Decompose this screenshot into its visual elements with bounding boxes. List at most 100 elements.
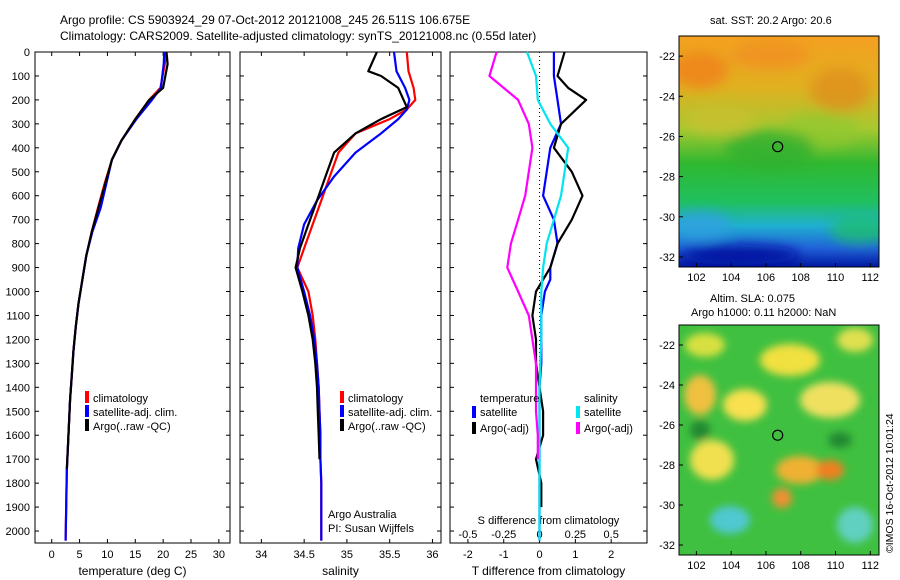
x-tick-label: 25 bbox=[185, 549, 197, 561]
legend-swatch bbox=[472, 422, 476, 434]
annotation-text: Argo Australia bbox=[328, 509, 397, 521]
header-line2: Climatology: CARS2009. Satellite-adjuste… bbox=[60, 29, 536, 43]
map-x-tick-label: 108 bbox=[792, 272, 810, 284]
x-tick-label: 34.5 bbox=[293, 549, 314, 561]
legend-label: climatology bbox=[93, 393, 149, 405]
plot-frame bbox=[449, 51, 648, 544]
series-line-2 bbox=[65, 51, 169, 469]
y-tick-label: 800 bbox=[12, 239, 30, 251]
legend-swatch bbox=[340, 419, 344, 431]
imos-stamp: ©IMOS 16-Oct-2012 10:01:24 bbox=[884, 413, 896, 553]
x-axis-label: temperature (deg C) bbox=[78, 564, 186, 578]
legend-swatch bbox=[85, 419, 89, 431]
map-y-tick-label: -26 bbox=[659, 420, 675, 432]
map-y-tick-label: -24 bbox=[659, 380, 675, 392]
sla-map-title: Altim. SLA: 0.075 bbox=[710, 293, 795, 305]
temperature-panel: 0100200300400500600700800900100011001200… bbox=[6, 47, 231, 578]
s-tick-label: 0.25 bbox=[565, 529, 586, 541]
series-line-3 bbox=[488, 51, 539, 460]
map-x-tick-label: 112 bbox=[862, 560, 880, 572]
x-tick-label: 0 bbox=[536, 549, 542, 561]
argo-location-marker bbox=[772, 429, 784, 441]
legend-swatch bbox=[472, 406, 476, 418]
legend-label: Argo(-adj) bbox=[584, 423, 633, 435]
x-tick-label: 30 bbox=[213, 549, 225, 561]
s-tick-label: -0.25 bbox=[491, 529, 516, 541]
map-x-tick-label: 102 bbox=[687, 272, 705, 284]
x-tick-label: -1 bbox=[499, 549, 509, 561]
x-tick-label: 20 bbox=[157, 549, 169, 561]
x-tick-label: 34 bbox=[255, 549, 267, 561]
legend-label: climatology bbox=[348, 393, 404, 405]
x-tick-label: 35 bbox=[341, 549, 353, 561]
x-tick-label: -2 bbox=[463, 549, 473, 561]
y-tick-label: 200 bbox=[12, 95, 30, 107]
map-x-tick-label: 112 bbox=[862, 272, 880, 284]
y-tick-label: 1900 bbox=[6, 502, 30, 514]
legend-label: Argo(-adj) bbox=[480, 423, 529, 435]
sla-texture bbox=[684, 328, 873, 543]
sla-map-subtitle: Argo h1000: 0.11 h2000: NaN bbox=[691, 307, 836, 319]
argo-location-marker bbox=[772, 141, 784, 153]
map-x-tick-label: 104 bbox=[722, 560, 740, 572]
s-tick-label: -0.5 bbox=[458, 529, 477, 541]
map-y-tick-label: -28 bbox=[659, 460, 675, 472]
sst-map: 102 104 106 108 110 112 -22 -24 -26 -28 -30 -32 bbox=[659, 35, 880, 284]
x-tick-label: 15 bbox=[129, 549, 141, 561]
series-line-1 bbox=[296, 51, 411, 541]
x-tick-label: 1 bbox=[572, 549, 578, 561]
map-y-tick-label: -30 bbox=[659, 500, 675, 512]
map-x-tick-label: 102 bbox=[687, 560, 705, 572]
sst-map-frame bbox=[678, 35, 880, 268]
sst-map-title: sat. SST: 20.2 Argo: 20.6 bbox=[710, 15, 832, 27]
x-tick-label: 2 bbox=[608, 549, 614, 561]
plot-frame bbox=[239, 51, 442, 544]
s-tick-label: 0.5 bbox=[604, 529, 619, 541]
y-tick-label: 1400 bbox=[6, 382, 30, 394]
y-tick-label: 1800 bbox=[6, 478, 30, 490]
map-x-tick-label: 108 bbox=[792, 560, 810, 572]
header-line1: Argo profile: CS 5903924_29 07-Oct-2012 … bbox=[60, 13, 470, 27]
series-line-2 bbox=[525, 51, 570, 541]
legend-title: temperature bbox=[480, 393, 539, 405]
legend-swatch bbox=[340, 391, 344, 403]
series-line-1 bbox=[531, 51, 588, 508]
legend-label: satellite bbox=[480, 407, 517, 419]
map-x-tick-label: 110 bbox=[827, 272, 845, 284]
map-y-tick-label: -28 bbox=[659, 172, 675, 184]
map-y-tick-label: -22 bbox=[659, 340, 675, 352]
y-tick-label: 100 bbox=[12, 71, 30, 83]
y-tick-label: 500 bbox=[12, 167, 30, 179]
difference-panel: -2 -1 0 1 2-0.5 -0.25 0 0.25 0.5S difference fro… bbox=[449, 51, 648, 578]
sla-map: 102 104 106 108 110 112 -22 -24 -26 -28 -30 -32 bbox=[659, 324, 880, 572]
legend-swatch bbox=[85, 405, 89, 417]
x-tick-label: 0 bbox=[49, 549, 55, 561]
legend-label: satellite-adj. clim. bbox=[93, 407, 177, 419]
map-y-tick-label: -32 bbox=[659, 252, 675, 264]
y-tick-label: 900 bbox=[12, 263, 30, 275]
map-x-tick-label: 110 bbox=[827, 560, 845, 572]
map-y-tick-label: -32 bbox=[659, 540, 675, 552]
y-tick-label: 0 bbox=[24, 47, 30, 59]
map-y-tick-label: -26 bbox=[659, 131, 675, 143]
y-tick-label: 1000 bbox=[6, 287, 30, 299]
y-tick-label: 1700 bbox=[6, 454, 30, 466]
legend-swatch bbox=[576, 406, 580, 418]
y-tick-label: 600 bbox=[12, 191, 30, 203]
sla-map-frame bbox=[678, 324, 880, 556]
legend-label: Argo(..raw -QC) bbox=[93, 421, 171, 433]
y-tick-label: 1200 bbox=[6, 334, 30, 346]
y-tick-label: 2000 bbox=[6, 526, 30, 538]
map-y-tick-label: -24 bbox=[659, 91, 675, 103]
y-tick-label: 1300 bbox=[6, 358, 30, 370]
salinity-panel: 34 34.5 35 35.5 36 salinity climatology satelli… bbox=[239, 51, 442, 578]
y-tick-label: 1100 bbox=[6, 310, 30, 322]
legend-swatch bbox=[576, 422, 580, 434]
x-tick-label: 35.5 bbox=[379, 549, 400, 561]
legend-swatch bbox=[340, 405, 344, 417]
x-tick-label: 10 bbox=[101, 549, 113, 561]
map-x-tick-label: 104 bbox=[722, 272, 740, 284]
annotation-text: PI: Susan Wijffels bbox=[328, 523, 414, 535]
s-axis-label: S difference from climatology bbox=[478, 515, 620, 527]
